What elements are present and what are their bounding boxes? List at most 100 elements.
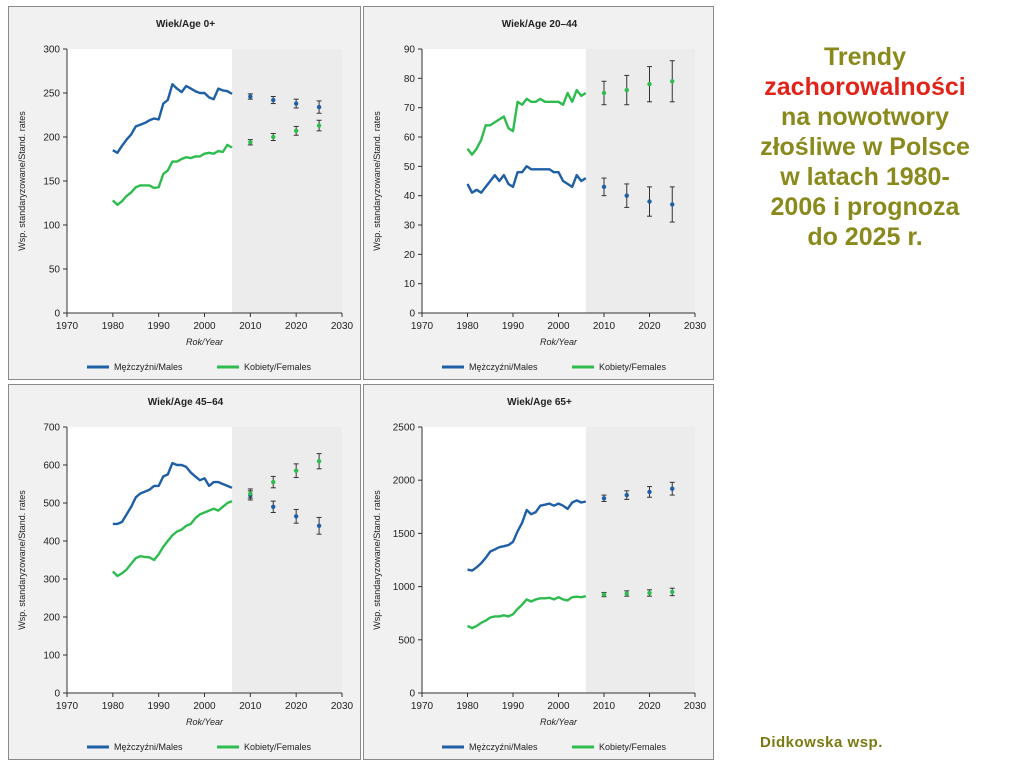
forecast-point-females — [293, 128, 299, 134]
forecast-point-males — [293, 101, 299, 106]
forecast-point-males — [601, 496, 607, 501]
legend-label-females: Kobiety/Females — [244, 362, 312, 372]
x-tick-label: 2010 — [593, 321, 616, 332]
y-tick-label: 0 — [409, 309, 415, 320]
y-tick-label: 0 — [54, 689, 60, 700]
y-tick-label: 400 — [43, 537, 60, 548]
forecast-point-males — [316, 104, 322, 110]
chart-svg: Wiek/Age 0+ 0 50 100 150 200 250 300 1970 1980 199… — [17, 19, 354, 372]
forecast-point-females — [670, 589, 675, 595]
forecast-region — [232, 49, 342, 313]
chart-title: Wiek/Age 45–64 — [148, 397, 224, 408]
forecast-point-males — [647, 199, 652, 204]
y-tick-label: 250 — [43, 89, 60, 100]
y-tick-label: 700 — [43, 423, 60, 434]
y-tick-label: 200 — [43, 613, 60, 624]
y-tick-label: 2500 — [393, 423, 416, 434]
forecast-point-females — [670, 79, 675, 84]
slide-title-line: Trendy — [824, 43, 906, 71]
x-tick-label: 2010 — [593, 701, 616, 712]
x-tick-label: 2020 — [638, 701, 661, 712]
forecast-point-males — [647, 489, 652, 495]
y-axis-label: Wsp. standaryzowane/Stand. rates — [17, 111, 27, 251]
y-tick-label: 500 — [398, 635, 415, 646]
x-tick-label: 1980 — [456, 701, 479, 712]
x-tick-label: 1970 — [56, 701, 79, 712]
x-tick-label: 2010 — [239, 321, 262, 332]
forecast-point-females — [316, 459, 322, 464]
x-tick-label: 2030 — [331, 321, 354, 332]
y-tick-label: 90 — [404, 45, 416, 56]
chart-panel-age-20-44: Wiek/Age 20–44 0 10 20 30 40 50 60 70 80 90 1970 198… — [363, 6, 714, 380]
forecast-point-males — [601, 184, 607, 190]
y-tick-label: 300 — [43, 575, 60, 586]
x-axis-label: Rok/Year — [540, 717, 578, 727]
chart-title: Wiek/Age 20–44 — [502, 19, 578, 30]
y-tick-label: 200 — [43, 133, 60, 144]
x-axis-label: Rok/Year — [186, 337, 224, 347]
chart-title: Wiek/Age 0+ — [156, 19, 215, 30]
y-tick-label: 600 — [43, 461, 60, 472]
y-tick-label: 50 — [49, 265, 61, 276]
forecast-point-males — [670, 202, 675, 207]
forecast-point-males — [271, 504, 276, 509]
x-tick-label: 1990 — [148, 321, 171, 332]
slide-title-line: złośliwe w Polsce — [760, 133, 970, 161]
forecast-point-females — [316, 123, 322, 128]
legend-label-males: Mężczyźni/Males — [469, 742, 538, 752]
y-tick-label: 0 — [54, 309, 60, 320]
slide-title-line: na nowotwory — [780, 103, 950, 131]
forecast-point-males — [271, 97, 276, 103]
forecast-point-females — [293, 468, 299, 473]
y-tick-label: 150 — [43, 177, 60, 188]
legend-label-males: Mężczyźni/Males — [114, 742, 183, 752]
forecast-point-males — [624, 193, 629, 198]
forecast-point-females — [271, 479, 276, 485]
x-tick-label: 2000 — [547, 701, 570, 712]
source-credit: Didkowska wsp. — [760, 734, 883, 751]
x-tick-label: 2030 — [684, 701, 707, 712]
y-tick-label: 70 — [404, 103, 416, 114]
x-tick-label: 1970 — [411, 701, 434, 712]
chart-svg: Wiek/Age 45–64 0 100 200 300 400 500 600 700 1970… — [17, 397, 354, 752]
forecast-point-males — [624, 492, 629, 498]
y-axis-label: Wsp. standaryzowane/Stand. rates — [372, 111, 382, 251]
slide-title-line: w latach 1980- — [780, 163, 950, 191]
legend-label-females: Kobiety/Females — [599, 742, 667, 752]
x-axis-label: Rok/Year — [540, 337, 578, 347]
y-tick-label: 40 — [404, 191, 416, 202]
y-tick-label: 100 — [43, 651, 60, 662]
y-tick-label: 80 — [404, 74, 416, 85]
y-tick-label: 20 — [404, 250, 416, 261]
forecast-region — [585, 49, 695, 313]
forecast-point-females — [601, 90, 607, 96]
legend-label-females: Kobiety/Females — [244, 742, 312, 752]
series-line-males — [112, 82, 233, 155]
forecast-point-males — [293, 514, 299, 519]
y-tick-label: 50 — [404, 162, 416, 173]
series-line-females — [111, 143, 233, 207]
y-tick-label: 30 — [404, 221, 416, 232]
x-tick-label: 1990 — [502, 321, 525, 332]
forecast-point-females — [248, 140, 253, 145]
slide-title-line: 2006 i prognoza — [770, 193, 960, 221]
x-tick-label: 2020 — [285, 321, 308, 332]
x-tick-label: 1990 — [502, 701, 525, 712]
forecast-point-males — [248, 94, 253, 99]
forecast-point-females — [624, 87, 629, 93]
series-line-females — [466, 595, 587, 630]
legend-label-males: Mężczyźni/Males — [114, 362, 183, 372]
forecast-point-females — [271, 134, 276, 140]
x-tick-label: 1980 — [456, 321, 479, 332]
series-line-females — [111, 499, 233, 578]
x-tick-label: 1970 — [411, 321, 434, 332]
forecast-region — [585, 427, 695, 693]
y-tick-label: 10 — [404, 279, 416, 290]
x-tick-label: 1970 — [56, 321, 79, 332]
x-axis-label: Rok/Year — [186, 717, 224, 727]
legend-label-males: Mężczyźni/Males — [469, 362, 538, 372]
x-tick-label: 2010 — [239, 701, 262, 712]
chart-panel-age-65-plus: Wiek/Age 65+ 0 500 1000 1500 2000 2500 1970 1980… — [363, 384, 714, 760]
y-tick-label: 60 — [404, 133, 416, 144]
y-tick-label: 300 — [43, 45, 60, 56]
